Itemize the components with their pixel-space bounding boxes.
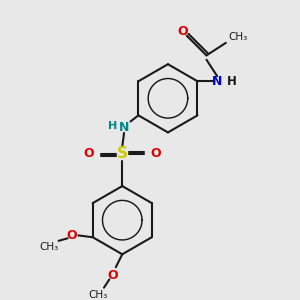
Text: N: N — [212, 75, 222, 88]
Text: O: O — [67, 229, 77, 242]
Text: H: H — [227, 75, 237, 88]
Text: O: O — [177, 25, 188, 38]
Text: CH₃: CH₃ — [88, 290, 107, 300]
Text: H: H — [108, 121, 117, 131]
Text: N: N — [119, 121, 129, 134]
Text: O: O — [151, 147, 161, 160]
Text: CH₃: CH₃ — [228, 32, 247, 43]
Text: CH₃: CH₃ — [40, 242, 59, 252]
Text: O: O — [83, 147, 94, 160]
Text: O: O — [107, 268, 118, 282]
Text: S: S — [117, 146, 128, 161]
